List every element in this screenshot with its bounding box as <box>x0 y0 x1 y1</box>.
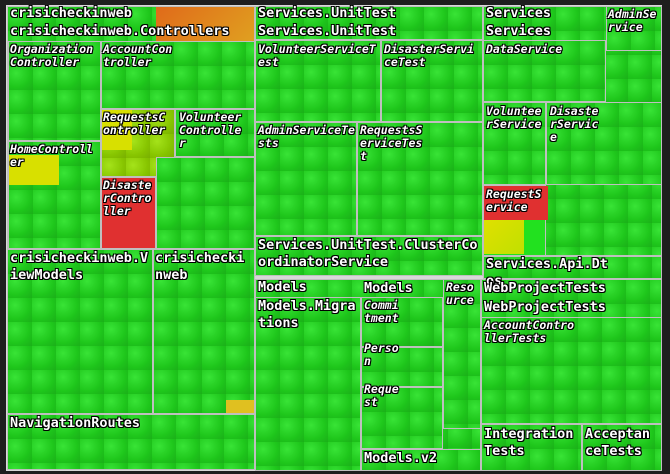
label-crisicheckinweb: crisicheckinweb <box>10 5 132 21</box>
label-services: Services <box>486 5 552 21</box>
label-cluster-coordinator: Services.UnitTest.ClusterCoordinatorServ… <box>258 237 478 270</box>
label-home-controller: HomeController <box>10 142 94 169</box>
label-controllers: crisicheckinweb.Controllers <box>10 23 230 39</box>
label-organization-controller: OrganizationController <box>10 42 94 69</box>
label-disaster-controller: DisasterController <box>103 178 152 218</box>
tile-controllers-misc[interactable] <box>156 157 255 249</box>
tile-admin-service[interactable] <box>606 6 662 51</box>
tile-commitment[interactable] <box>361 297 443 347</box>
label-volunteer-controller: VolunteerController <box>179 110 242 150</box>
tile-disaster-service-test[interactable] <box>381 40 483 122</box>
tile-data-service[interactable] <box>483 40 606 102</box>
tile-request-model[interactable] <box>361 387 443 449</box>
tile-view-models[interactable] <box>7 249 153 414</box>
label-services-unittest-2: Services.UnitTest <box>258 23 397 39</box>
tile-account-controller-tests[interactable] <box>481 317 662 424</box>
label-services-api: Services.Api.Dtos <box>486 256 608 289</box>
label-volunteer-service: VolunteerService <box>486 104 542 131</box>
label-acceptance-tests: AcceptanceTests <box>585 426 651 459</box>
tile-volunteer-service[interactable] <box>483 102 546 185</box>
heat-requests <box>102 110 132 150</box>
label-models-v2: Models.v2 <box>364 450 438 466</box>
label-navigation-routes: NavigationRoutes <box>10 415 141 431</box>
label-admin-service-tests: AdminServiceTests <box>258 123 355 150</box>
treemap: crisicheckinweb crisicheckinweb.Controll… <box>6 5 662 471</box>
tile-resource[interactable] <box>443 279 481 429</box>
label-web-project-tests-2: WebProjectTests <box>484 299 606 315</box>
tile-disaster-service[interactable] <box>546 102 662 185</box>
label-requests-controller: RequestsController <box>103 110 166 137</box>
tile-services-api[interactable] <box>483 256 662 279</box>
tile-account-controller[interactable] <box>101 41 255 109</box>
tile-models-v2[interactable] <box>361 449 481 471</box>
heat-request-yellow <box>484 220 524 254</box>
label-crisicheckinweb-small: crisicheckinweb <box>155 250 245 283</box>
label-data-service: DataService <box>486 42 563 56</box>
tile-services-unittest[interactable] <box>255 6 483 40</box>
label-requests-service-test: RequestsServiceTest <box>360 123 423 163</box>
label-account-controller-tests: AccountControllerTests <box>484 318 575 345</box>
tile-models-migrations[interactable] <box>255 297 361 471</box>
label-services-2: Services <box>486 23 552 39</box>
heat-orange-top <box>156 7 254 41</box>
label-integration-tests: IntegrationTests <box>484 426 574 459</box>
label-volunteer-service-test: VolunteerServiceTest <box>258 42 376 69</box>
tile-navigation-routes[interactable] <box>7 414 255 470</box>
label-services-unittest: Services.UnitTest <box>258 5 397 21</box>
label-models-migrations: Models.Migrations <box>258 298 356 331</box>
heat-request-red <box>484 186 548 220</box>
label-web-project-tests: WebProjectTests <box>484 280 606 296</box>
tile-integration-tests[interactable] <box>481 424 582 471</box>
label-request-service: RequestService <box>486 187 542 214</box>
label-view-models: crisicheckinweb.ViewModels <box>10 250 149 283</box>
heat-small-yellow <box>226 400 254 413</box>
tile-admin-service-tests[interactable] <box>255 122 357 236</box>
label-person: Person <box>364 341 399 368</box>
tile-requests-service-test[interactable] <box>357 122 483 236</box>
heat-home <box>9 155 59 185</box>
tile-disaster-controller[interactable] <box>101 177 156 249</box>
label-disaster-service: DisasterService <box>550 104 599 144</box>
tile-acceptance-tests[interactable] <box>582 424 662 471</box>
tile-volunteer-controller[interactable] <box>175 109 255 157</box>
tile-volunteer-service-test[interactable] <box>255 40 381 122</box>
tile-person[interactable] <box>361 347 443 387</box>
label-models: Models <box>258 279 307 295</box>
label-request-model: Request <box>364 382 399 409</box>
label-resource: Resource <box>446 280 474 307</box>
label-account-controller: AccountController <box>103 42 173 69</box>
tile-cluster-coordinator[interactable] <box>255 236 483 276</box>
tile-crisicheckinweb-small[interactable] <box>153 249 255 414</box>
label-models-inner: Models <box>364 280 413 296</box>
label-admin-service: AdminService <box>608 7 657 34</box>
tile-organization-controller[interactable] <box>8 41 101 141</box>
label-disaster-service-test: DisasterServiceTest <box>384 42 475 69</box>
label-commitment: Commitment <box>364 298 399 325</box>
